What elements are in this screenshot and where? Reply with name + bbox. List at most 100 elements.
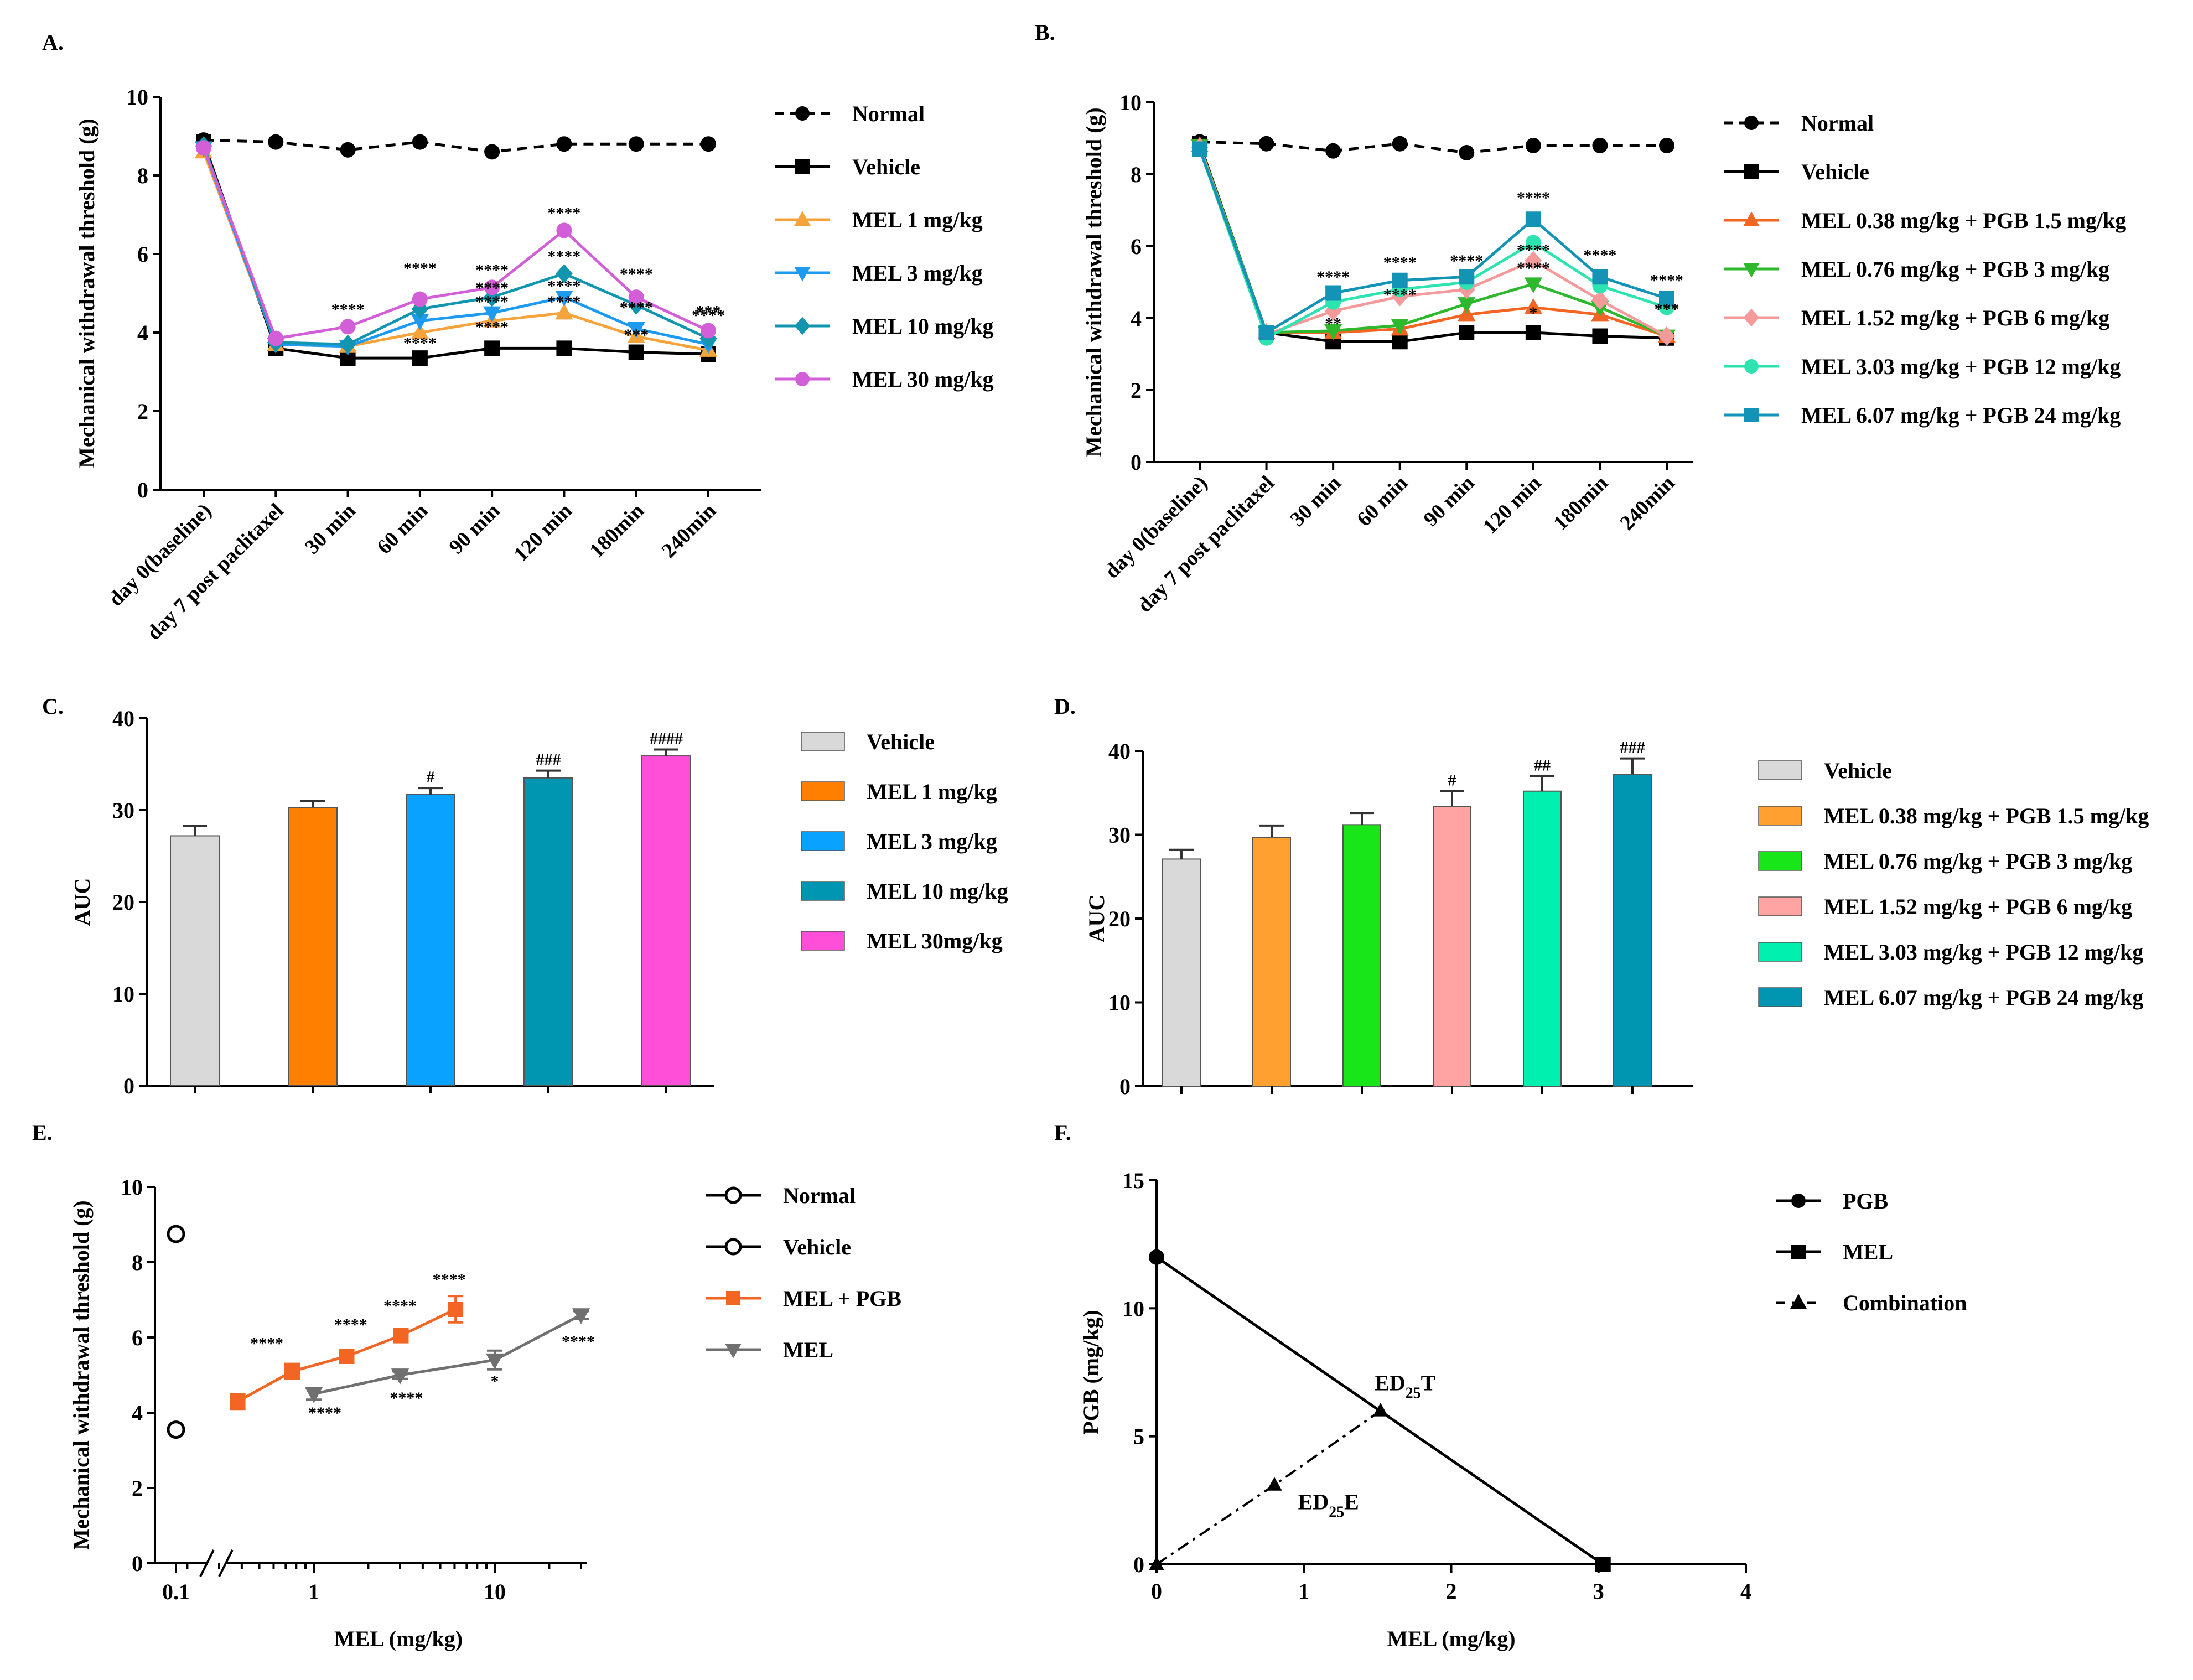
- B-legend-label: MEL 3.03 mg/kg + PGB 12 mg/kg: [1801, 354, 2121, 379]
- A-significance: ****: [403, 334, 437, 352]
- D-y-tick-label: 20: [1108, 906, 1131, 931]
- F-y-tick-label: 10: [1122, 1296, 1144, 1321]
- panel-E: E. 0 2 4 6 8 10 0.1 1 10 MEL (mg/kg) Mechanical wit…: [32, 1120, 901, 1651]
- A-data-point: [556, 340, 572, 356]
- A-legend-marker: [795, 372, 810, 386]
- C-legend-label: Vehicle: [867, 729, 935, 754]
- A-series-line: [202, 151, 709, 352]
- A-legend-label: Normal: [852, 101, 925, 126]
- F-y-axis-label: PGB (mg/kg): [1079, 1310, 1103, 1435]
- C-bar: [523, 777, 573, 1086]
- C-legend-label: MEL 3 mg/kg: [867, 829, 997, 854]
- A-legend-label: MEL 10 mg/kg: [852, 314, 994, 339]
- A-data-point: [555, 303, 573, 320]
- B-legend-label: Normal: [1801, 111, 1874, 136]
- B-legend-label: MEL 0.76 mg/kg + PGB 3 mg/kg: [1801, 257, 2109, 282]
- A-significance: ****: [475, 318, 509, 336]
- C-legend-swatch: [801, 931, 845, 951]
- C-y-tick-label: 10: [112, 982, 134, 1007]
- E-legend-label: Normal: [783, 1183, 856, 1208]
- D-bar: [1523, 790, 1562, 1087]
- B-x-tick-label: 30 min: [1285, 471, 1345, 531]
- A-data-point: [411, 314, 429, 330]
- F-data-point: [1595, 1557, 1611, 1572]
- B-legend-marker: [1743, 211, 1760, 227]
- A-legend-marker: [794, 266, 811, 282]
- B-data-point: [1592, 138, 1608, 153]
- B-legend-label: MEL 0.38 mg/kg + PGB 1.5 mg/kg: [1801, 208, 2126, 233]
- B-data-point: [1258, 136, 1274, 152]
- B-series-line: [1199, 141, 1667, 154]
- B-series-line: [1198, 143, 1667, 343]
- E-y-axis-label: Mechanical withdrawal threshold (g): [69, 1200, 94, 1549]
- B-legend-label: MEL 6.07 mg/kg + PGB 24 mg/kg: [1801, 403, 2121, 428]
- D-y-axis-label: AUC: [1084, 895, 1109, 943]
- A-y-tick-label: 10: [126, 85, 148, 110]
- E-legend-marker: [726, 1291, 740, 1305]
- E-significance: ****: [433, 1271, 466, 1289]
- B-data-point: [1525, 325, 1541, 340]
- A-significance: ****: [475, 279, 509, 297]
- A-data-point: [556, 222, 572, 238]
- A-data-point: [484, 279, 500, 295]
- F-point-label-sub: 25: [1329, 1504, 1344, 1521]
- A-series-line: [202, 145, 709, 346]
- A-significance: ****: [475, 293, 509, 311]
- B-legend-marker: [1743, 308, 1760, 327]
- A-data-point: [628, 136, 644, 152]
- A-significance: ****: [331, 300, 365, 319]
- D-legend-swatch: [1758, 942, 1802, 962]
- A-legend-marker: [795, 106, 810, 121]
- E-y-tick-label: 6: [132, 1325, 143, 1350]
- E-significance: ****: [383, 1297, 417, 1315]
- E-data-point: [393, 1328, 409, 1344]
- A-y-tick-label: 2: [137, 399, 148, 424]
- C-legend-label: MEL 1 mg/kg: [867, 779, 997, 804]
- C-y-tick-label: 30: [112, 798, 134, 823]
- F-point-label: ED25E: [1298, 1490, 1359, 1521]
- D-legend-label: MEL 3.03 mg/kg + PGB 12 mg/kg: [1824, 940, 2143, 965]
- A-significance: ****: [547, 277, 580, 295]
- A-significance: ****: [547, 204, 580, 222]
- E-series-line: [313, 1313, 582, 1396]
- C-significance: ###: [536, 751, 561, 769]
- A-data-point: [268, 330, 284, 346]
- A-data-point: [628, 289, 644, 305]
- D-legend-swatch: [1758, 806, 1802, 826]
- A-panel-label: A.: [42, 30, 64, 55]
- A-data-point: [411, 323, 429, 339]
- A-series-line: [203, 138, 708, 153]
- E-y-tick-label: 8: [132, 1250, 143, 1275]
- B-x-tick-label: 90 min: [1419, 471, 1479, 531]
- D-y-tick-label: 10: [1108, 991, 1131, 1015]
- E-y-tick-label: 4: [132, 1401, 143, 1425]
- D-bar: [1613, 774, 1652, 1087]
- E-significance: ****: [334, 1315, 367, 1334]
- B-y-tick-label: 10: [1119, 90, 1142, 115]
- B-data-point: [1525, 138, 1541, 153]
- B-y-tick-label: 0: [1131, 450, 1142, 475]
- B-significance: ****: [1517, 259, 1550, 277]
- A-data-point: [483, 306, 501, 323]
- E-axis-break: [199, 1549, 215, 1577]
- B-significance: ****: [1517, 189, 1550, 207]
- D-significance: ###: [1620, 739, 1645, 757]
- A-x-tick-label: 120 min: [509, 499, 577, 567]
- B-data-point: [1525, 211, 1541, 227]
- A-x-tick-label: 90 min: [444, 499, 504, 559]
- F-x-axis-label: MEL (mg/kg): [1387, 1626, 1515, 1651]
- B-series-line: [1198, 148, 1667, 335]
- B-data-point: [1325, 143, 1341, 159]
- F-x-tick-label: 1: [1298, 1579, 1309, 1604]
- C-legend-label: MEL 10 mg/kg: [867, 879, 1008, 904]
- A-x-tick-label: 60 min: [372, 499, 432, 559]
- A-y-tick-label: 8: [137, 163, 148, 188]
- C-significance: #: [427, 768, 435, 786]
- B-data-point: [1324, 324, 1342, 340]
- F-legend-marker: [1791, 1194, 1806, 1208]
- panel-C: C. 0 10 20 30 40 AUC Vehicle MEL 1 mg/kg # MEL 3 m…: [42, 694, 1008, 1098]
- F-legend-label: MEL: [1843, 1240, 1893, 1264]
- A-data-point: [412, 350, 428, 366]
- B-data-point: [1458, 297, 1476, 313]
- A-data-point: [701, 136, 716, 152]
